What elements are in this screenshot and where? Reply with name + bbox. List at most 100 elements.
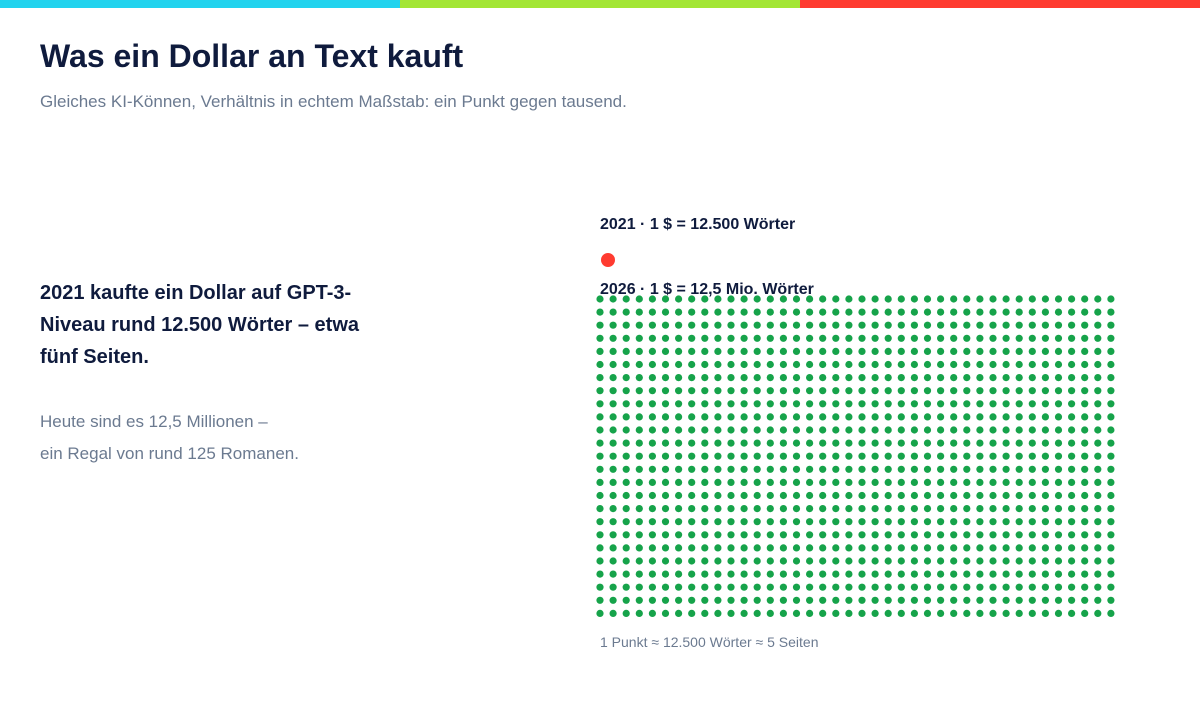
dot-2026 (779, 308, 787, 316)
dot-2026 (989, 387, 997, 395)
dot-2026 (622, 439, 630, 447)
dot-2026 (1015, 478, 1023, 486)
dot-2026 (1054, 544, 1063, 552)
dot-2026 (1094, 531, 1102, 539)
label-2026: 2026 · 1 $ = 12,5 Mio. Wörter (600, 281, 814, 298)
dot-2026 (910, 308, 918, 316)
dot-2026 (701, 609, 709, 617)
dot-2026 (675, 544, 683, 552)
dot-2026 (1068, 334, 1076, 342)
dot-2026 (871, 387, 879, 395)
dot-2026 (989, 531, 997, 539)
dot-2026 (806, 505, 814, 513)
dot-2026 (609, 465, 617, 473)
dot-2026 (675, 452, 683, 460)
dot-2026 (819, 518, 827, 526)
dot-2026 (1054, 374, 1063, 382)
dot-2026 (989, 426, 997, 434)
dot-2026 (832, 360, 840, 369)
dot-2026 (609, 609, 617, 617)
dot-2026 (1068, 308, 1076, 316)
dot-2026 (1068, 465, 1076, 473)
dot-2026 (845, 439, 853, 447)
dot-2026 (753, 374, 761, 382)
dot-2026 (792, 478, 801, 486)
dot-2026 (858, 491, 866, 500)
dot-2026 (688, 387, 696, 395)
dot-2026 (675, 360, 683, 369)
dot-2026 (609, 518, 617, 526)
dot-2026 (727, 491, 735, 500)
dot-2026 (740, 426, 748, 434)
dot-2026 (871, 609, 879, 617)
dot-2026 (1081, 583, 1089, 591)
dot-2026 (976, 491, 984, 500)
dot-2026 (740, 518, 748, 526)
dot-2026 (871, 439, 879, 447)
dot-2026 (923, 321, 932, 329)
dot-2026 (648, 570, 656, 578)
dot-2026 (976, 439, 984, 447)
dot-2026 (688, 570, 696, 578)
dot-2026 (989, 505, 997, 513)
dot-2026 (1081, 400, 1089, 408)
dot-2026 (688, 452, 696, 460)
dot-2026 (1041, 465, 1049, 473)
dot-2026 (858, 426, 866, 434)
dot-2026 (622, 295, 630, 303)
dot-2026 (845, 308, 853, 316)
dot-2026 (806, 609, 814, 617)
dot-2026 (766, 413, 774, 421)
dot-2026 (845, 596, 853, 604)
dot-2026 (963, 531, 971, 539)
dot-2026 (648, 531, 656, 539)
dot-2026 (832, 531, 840, 539)
dot-2026 (1002, 505, 1010, 513)
dot-2026 (648, 374, 656, 382)
dot-2026 (884, 374, 892, 382)
dot-2026 (622, 374, 630, 382)
dot-2026 (1054, 583, 1063, 591)
dot-2026 (1041, 518, 1049, 526)
page-subtitle: Gleiches KI-Können, Verhältnis in echtem… (40, 92, 627, 111)
dot-2026 (1028, 295, 1036, 303)
dot-2026 (1002, 570, 1010, 578)
dot-2026 (884, 465, 892, 473)
dot-2026 (976, 413, 984, 421)
dot-2026 (675, 465, 683, 473)
dot-2026 (832, 583, 840, 591)
dot-2026 (648, 321, 656, 329)
dot-2026 (1107, 478, 1115, 486)
dot-2026 (1081, 452, 1089, 460)
dot-2026 (596, 308, 604, 316)
dot-2026 (950, 596, 958, 604)
dot-2026 (1015, 531, 1023, 539)
dot-2026 (1041, 295, 1049, 303)
dot-2026 (950, 570, 958, 578)
dot-2026 (1041, 347, 1049, 355)
dot-2026 (937, 583, 945, 591)
dot-2026 (871, 505, 879, 513)
dot-2026 (897, 295, 905, 303)
dot-2026 (910, 321, 918, 329)
dot-2026 (648, 557, 656, 565)
dot-2026 (963, 609, 971, 617)
dot-2026 (1068, 570, 1076, 578)
dot-2026 (976, 426, 984, 434)
dot-2026 (845, 426, 853, 434)
dot-2026 (792, 465, 801, 473)
dot-2026 (740, 413, 748, 421)
dot-2026 (1002, 609, 1010, 617)
dot-2026 (1054, 413, 1063, 421)
dot-2026 (1041, 413, 1049, 421)
dot-2026 (609, 321, 617, 329)
dot-2026 (727, 583, 735, 591)
dot-2026 (1094, 295, 1102, 303)
dot-2026 (635, 400, 643, 408)
dot-2026 (976, 570, 984, 578)
dot-2026 (1028, 321, 1036, 329)
dot-2026 (753, 439, 761, 447)
dot-2026 (1054, 387, 1063, 395)
dot-2026 (989, 321, 997, 329)
dot-2026 (727, 387, 735, 395)
